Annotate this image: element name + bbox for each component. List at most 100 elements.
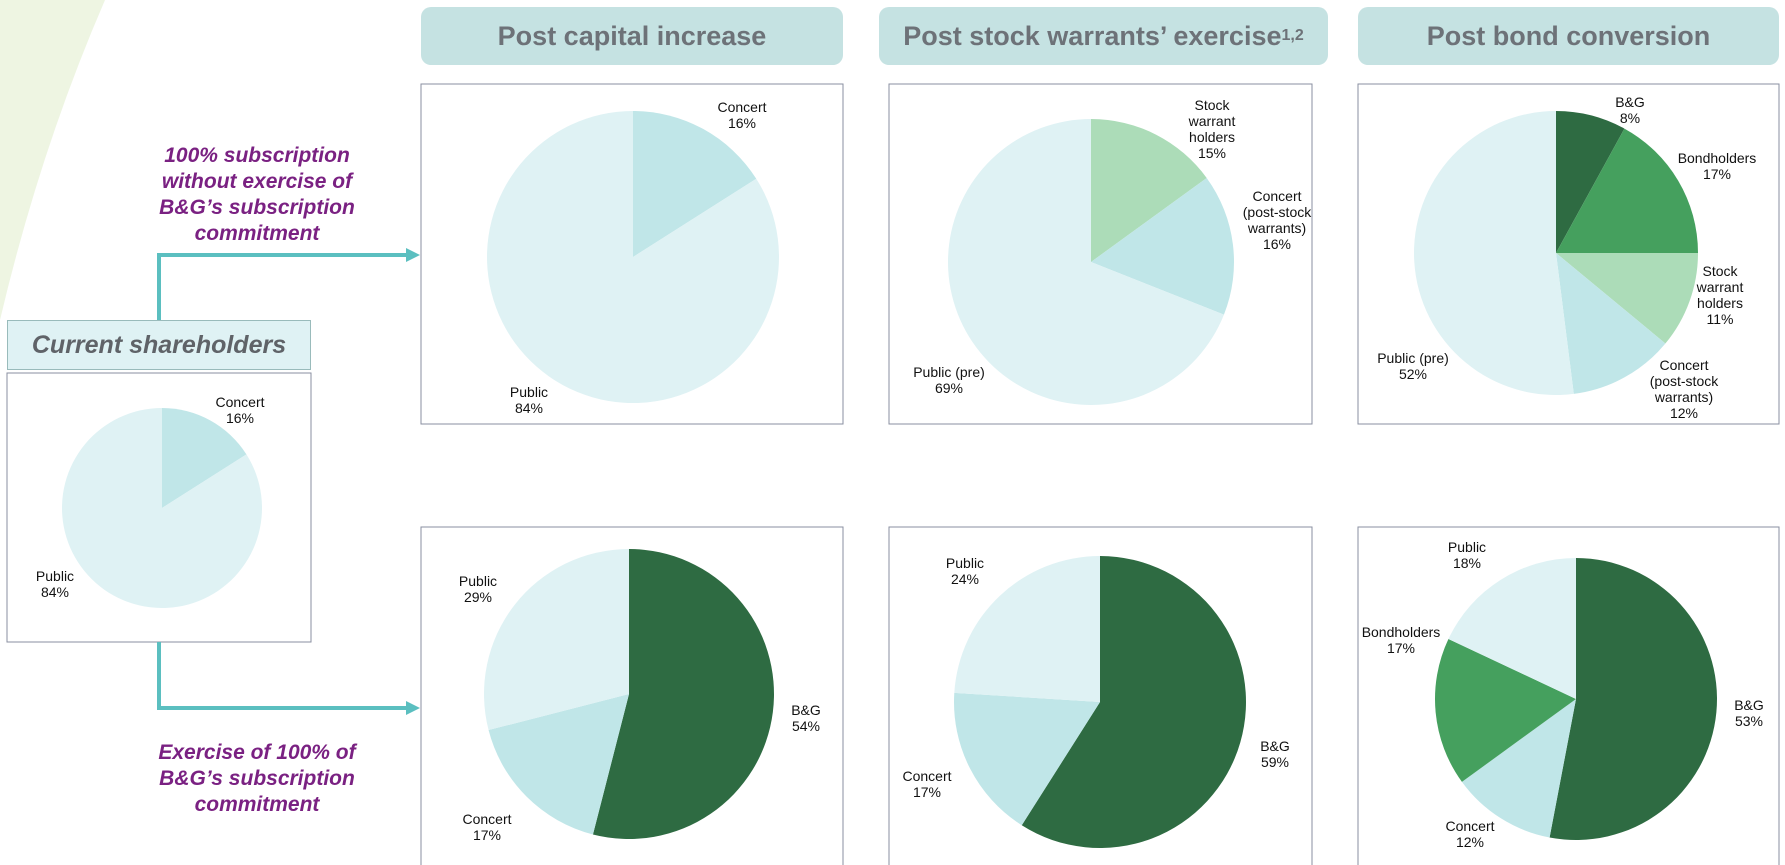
slice-label: Concert 16% xyxy=(215,394,264,426)
category-label: B&G xyxy=(791,702,821,718)
pie-slice xyxy=(162,408,247,508)
category-label: Concert xyxy=(1445,818,1495,834)
category-label: B&G xyxy=(1260,738,1290,754)
category-label: Public xyxy=(945,555,985,571)
value-label: 17% xyxy=(912,784,942,800)
value-label: 18% xyxy=(1452,555,1482,571)
value-label: 15% xyxy=(1197,145,1227,161)
pie-slice xyxy=(1556,111,1625,253)
slice-label: Bondholders 17% xyxy=(1362,624,1441,656)
slice-label: Public 84% xyxy=(36,568,74,600)
pie-slice xyxy=(1435,638,1576,782)
slice-label: Concert (post-stock warrants) 12% xyxy=(1650,357,1718,421)
category-label: B&G xyxy=(1734,697,1764,713)
category-label: Public xyxy=(35,568,75,584)
category-label: Concert xyxy=(215,394,265,410)
decoration xyxy=(0,0,105,320)
slice-label: Stock warrant holders 11% xyxy=(1697,263,1744,327)
value-label: 17% xyxy=(472,827,502,843)
pie-slice xyxy=(592,549,774,839)
slice-label: Public 84% xyxy=(510,384,548,416)
category-label: Stock warrant holders xyxy=(1696,263,1744,311)
category-label: Public (pre) xyxy=(1377,350,1449,366)
pie-slice xyxy=(1021,556,1246,848)
arrow-head xyxy=(406,701,420,715)
value-label: 16% xyxy=(225,410,255,426)
slice-label: Public 18% xyxy=(1448,539,1486,571)
pie-slice xyxy=(1091,177,1234,315)
value-label: 69% xyxy=(934,380,964,396)
value-label: 16% xyxy=(727,115,757,131)
category-label: Bondholders xyxy=(1361,624,1441,640)
slice-label: Concert 17% xyxy=(462,811,511,843)
category-label: Public (pre) xyxy=(913,364,985,380)
category-label: Concert xyxy=(902,768,952,784)
category-label: Public xyxy=(458,573,498,589)
slice-label: Concert 17% xyxy=(902,768,951,800)
slice-label: Concert 12% xyxy=(1445,818,1494,850)
value-label: 24% xyxy=(950,571,980,587)
category-label: Public xyxy=(1447,539,1487,555)
slice-label: Concert (post-stock warrants) 16% xyxy=(1243,188,1311,252)
category-label: Concert (post-stock warrants) xyxy=(1649,357,1719,405)
pie-slice xyxy=(61,408,262,608)
pie-slice xyxy=(633,111,757,257)
category-label: Concert (post-stock warrants) xyxy=(1242,188,1312,236)
category-label: Bondholders xyxy=(1677,150,1757,166)
category-label: Concert xyxy=(717,99,767,115)
slice-label: Public 24% xyxy=(946,555,984,587)
annotation: 100% subscription without exercise of B&… xyxy=(159,144,355,245)
pie-slice xyxy=(488,694,629,835)
header-text: Post stock warrants’ exercise xyxy=(903,20,1282,51)
pie-slice xyxy=(948,119,1224,405)
column-header: Post capital increase xyxy=(421,7,843,65)
category-label: Public xyxy=(509,384,549,400)
slice-label: B&G 8% xyxy=(1615,94,1645,126)
column-header: Post bond conversion xyxy=(1358,7,1779,65)
slice-label: B&G 54% xyxy=(791,702,821,734)
slice-label: Stock warrant holders 15% xyxy=(1189,97,1236,161)
arrow xyxy=(157,642,408,710)
slice-label: Bondholders 17% xyxy=(1678,150,1757,182)
value-label: 59% xyxy=(1260,754,1290,770)
pie-slice xyxy=(1414,111,1574,395)
value-label: 12% xyxy=(1455,834,1485,850)
value-label: 54% xyxy=(791,718,821,734)
value-label: 17% xyxy=(1702,166,1732,182)
value-label: 8% xyxy=(1619,110,1641,126)
slice-label: B&G 59% xyxy=(1260,738,1290,770)
pie-slice xyxy=(1556,128,1698,253)
pie-slice xyxy=(1461,699,1576,838)
value-label: 52% xyxy=(1398,366,1428,382)
arrow xyxy=(157,253,408,320)
pie-slice xyxy=(954,692,1100,826)
pie-slice xyxy=(954,556,1100,702)
pie-slice xyxy=(1091,119,1207,262)
pie-slice xyxy=(1556,253,1666,394)
pie-slice xyxy=(1448,558,1576,699)
value-label: 53% xyxy=(1734,713,1764,729)
value-label: 16% xyxy=(1262,236,1292,252)
value-label: 11% xyxy=(1706,311,1734,327)
slice-label: Public (pre) 52% xyxy=(1377,350,1449,382)
category-label: Stock warrant holders xyxy=(1188,97,1236,145)
value-label: 84% xyxy=(40,584,70,600)
slice-label: Public (pre) 69% xyxy=(913,364,985,396)
slice-label: B&G 53% xyxy=(1734,697,1764,729)
value-label: 84% xyxy=(514,400,544,416)
chart-title: Current shareholders xyxy=(7,320,311,370)
pie-slice xyxy=(1556,253,1698,344)
footnote-mark: 1,2 xyxy=(1281,27,1304,44)
pie-slice xyxy=(484,549,629,731)
annotation: Exercise of 100% of B&G’s subscription c… xyxy=(158,741,356,816)
column-header: Post stock warrants’ exercise 1,2 xyxy=(879,7,1328,65)
value-label: 29% xyxy=(463,589,493,605)
category-label: B&G xyxy=(1615,94,1645,110)
pie-slice xyxy=(486,111,779,403)
value-label: 12% xyxy=(1669,405,1699,421)
pie-slice xyxy=(1549,558,1717,840)
slice-label: Public 29% xyxy=(459,573,497,605)
value-label: 17% xyxy=(1386,640,1416,656)
